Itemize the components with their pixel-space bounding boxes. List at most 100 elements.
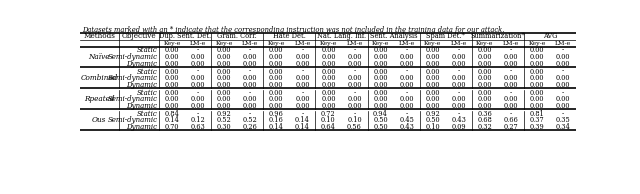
Text: 0.00: 0.00 — [321, 89, 336, 97]
Text: 0.00: 0.00 — [165, 68, 179, 76]
Text: AVG: AVG — [543, 32, 557, 40]
Text: 0.66: 0.66 — [504, 116, 518, 125]
Text: Dup. Sent. Det.: Dup. Sent. Det. — [159, 32, 211, 40]
Text: -: - — [509, 89, 512, 97]
Text: 0.00: 0.00 — [191, 53, 205, 61]
Text: 0.94: 0.94 — [373, 110, 388, 118]
Text: 0.00: 0.00 — [321, 46, 336, 55]
Text: 0.00: 0.00 — [269, 81, 284, 89]
Text: 0.00: 0.00 — [191, 95, 205, 103]
Text: -: - — [458, 68, 460, 76]
Text: 0.10: 0.10 — [347, 116, 362, 125]
Text: 0.00: 0.00 — [321, 68, 336, 76]
Text: 0.00: 0.00 — [321, 102, 336, 110]
Text: 0.00: 0.00 — [399, 53, 414, 61]
Text: 0.00: 0.00 — [373, 46, 388, 55]
Text: 0.16: 0.16 — [269, 116, 284, 125]
Text: Semi-dynamic: Semi-dynamic — [108, 95, 157, 103]
Text: 0.00: 0.00 — [348, 53, 362, 61]
Text: 0.12: 0.12 — [191, 116, 205, 125]
Text: 0.00: 0.00 — [556, 81, 570, 89]
Text: 0.00: 0.00 — [295, 95, 310, 103]
Text: 0.52: 0.52 — [217, 116, 232, 125]
Text: 0.30: 0.30 — [217, 123, 232, 131]
Text: 0.92: 0.92 — [426, 110, 440, 118]
Text: 0.00: 0.00 — [243, 53, 257, 61]
Text: 0.00: 0.00 — [556, 60, 570, 68]
Text: LM-e: LM-e — [451, 41, 467, 46]
Text: Summarization*: Summarization* — [470, 32, 525, 40]
Text: Static: Static — [137, 110, 157, 118]
Text: -: - — [301, 46, 303, 55]
Text: Semi-dynamic: Semi-dynamic — [108, 116, 157, 125]
Text: -: - — [406, 46, 408, 55]
Text: Ous: Ous — [92, 116, 107, 125]
Text: 0.00: 0.00 — [451, 60, 466, 68]
Text: LM-e: LM-e — [294, 41, 310, 46]
Text: LM-e: LM-e — [503, 41, 519, 46]
Text: 0.00: 0.00 — [451, 95, 466, 103]
Text: 0.00: 0.00 — [243, 95, 257, 103]
Text: 0.50: 0.50 — [373, 116, 388, 125]
Text: -: - — [301, 110, 303, 118]
Text: 0.39: 0.39 — [529, 123, 544, 131]
Text: 0.00: 0.00 — [477, 102, 492, 110]
Text: 0.00: 0.00 — [191, 102, 205, 110]
Text: 0.64: 0.64 — [321, 123, 336, 131]
Text: 0.00: 0.00 — [426, 74, 440, 82]
Text: 0.00: 0.00 — [556, 102, 570, 110]
Text: 0.00: 0.00 — [321, 74, 336, 82]
Text: 0.00: 0.00 — [504, 60, 518, 68]
Text: Static: Static — [137, 46, 157, 55]
Text: 0.00: 0.00 — [217, 60, 232, 68]
Text: 0.00: 0.00 — [530, 89, 544, 97]
Text: -: - — [353, 46, 356, 55]
Text: Key-e: Key-e — [216, 41, 233, 46]
Text: Key-e: Key-e — [372, 41, 389, 46]
Text: 0.00: 0.00 — [477, 95, 492, 103]
Text: -: - — [197, 68, 199, 76]
Text: 0.00: 0.00 — [426, 89, 440, 97]
Text: Rpeated: Rpeated — [84, 95, 115, 103]
Text: 0.00: 0.00 — [295, 53, 310, 61]
Text: 0.84: 0.84 — [164, 110, 179, 118]
Text: 0.00: 0.00 — [556, 74, 570, 82]
Text: 0.00: 0.00 — [530, 53, 544, 61]
Text: 0.00: 0.00 — [191, 81, 205, 89]
Text: 0.37: 0.37 — [529, 116, 544, 125]
Text: 0.00: 0.00 — [295, 74, 310, 82]
Text: Hate Det.: Hate Det. — [273, 32, 306, 40]
Text: 0.00: 0.00 — [451, 53, 466, 61]
Text: 0.00: 0.00 — [191, 60, 205, 68]
Text: 0.00: 0.00 — [348, 102, 362, 110]
Text: 0.00: 0.00 — [348, 95, 362, 103]
Text: 0.00: 0.00 — [556, 53, 570, 61]
Text: 0.00: 0.00 — [399, 95, 414, 103]
Text: -: - — [197, 46, 199, 55]
Text: 0.45: 0.45 — [399, 116, 414, 125]
Text: 0.00: 0.00 — [399, 81, 414, 89]
Text: Key-e: Key-e — [476, 41, 493, 46]
Text: -: - — [301, 68, 303, 76]
Text: -: - — [458, 110, 460, 118]
Text: Static: Static — [137, 68, 157, 76]
Text: Dynamic: Dynamic — [127, 123, 157, 131]
Text: 0.00: 0.00 — [451, 81, 466, 89]
Text: 0.00: 0.00 — [269, 68, 284, 76]
Text: 0.00: 0.00 — [321, 53, 336, 61]
Text: 0.00: 0.00 — [243, 81, 257, 89]
Text: 0.00: 0.00 — [348, 74, 362, 82]
Text: 0.00: 0.00 — [504, 53, 518, 61]
Text: -: - — [249, 110, 252, 118]
Text: 0.00: 0.00 — [217, 89, 232, 97]
Text: 0.00: 0.00 — [165, 95, 179, 103]
Text: Key-e: Key-e — [528, 41, 545, 46]
Text: 0.00: 0.00 — [477, 74, 492, 82]
Text: Semi-dynamic: Semi-dynamic — [108, 53, 157, 61]
Text: -: - — [406, 68, 408, 76]
Text: Gram. Corr.: Gram. Corr. — [218, 32, 257, 40]
Text: 0.00: 0.00 — [530, 60, 544, 68]
Text: 0.50: 0.50 — [426, 116, 440, 125]
Text: 0.10: 0.10 — [321, 116, 336, 125]
Text: Nat. Lang. Inf.: Nat. Lang. Inf. — [317, 32, 366, 40]
